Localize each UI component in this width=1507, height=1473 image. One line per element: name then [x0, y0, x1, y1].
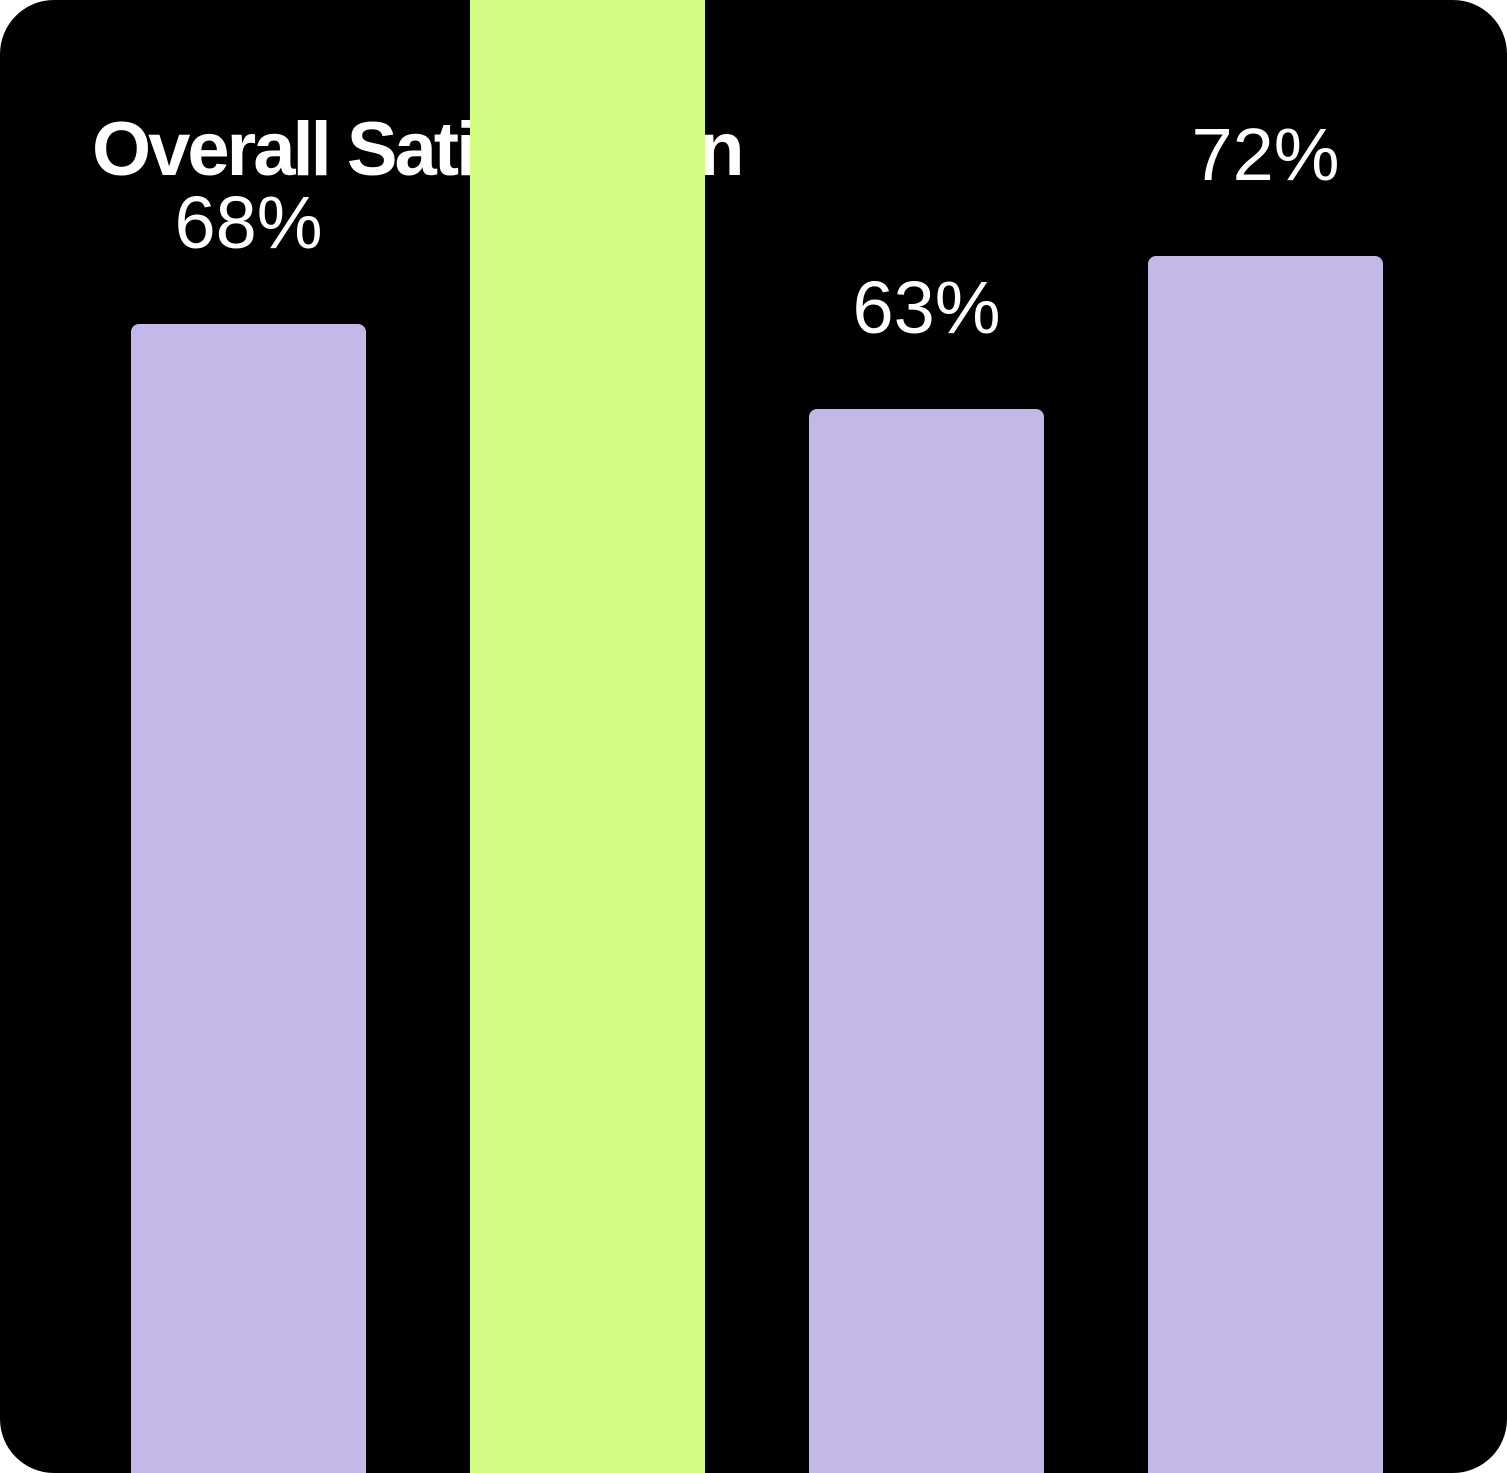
bar-value-label-3: 63%: [852, 266, 1000, 349]
bar-4: [1148, 256, 1383, 1473]
bar-1: [131, 324, 366, 1473]
bar-2: [470, 0, 705, 1473]
bar-value-label-1: 68%: [174, 181, 322, 264]
bar-3: [809, 409, 1044, 1473]
bar-value-label-4: 72%: [1191, 113, 1339, 196]
